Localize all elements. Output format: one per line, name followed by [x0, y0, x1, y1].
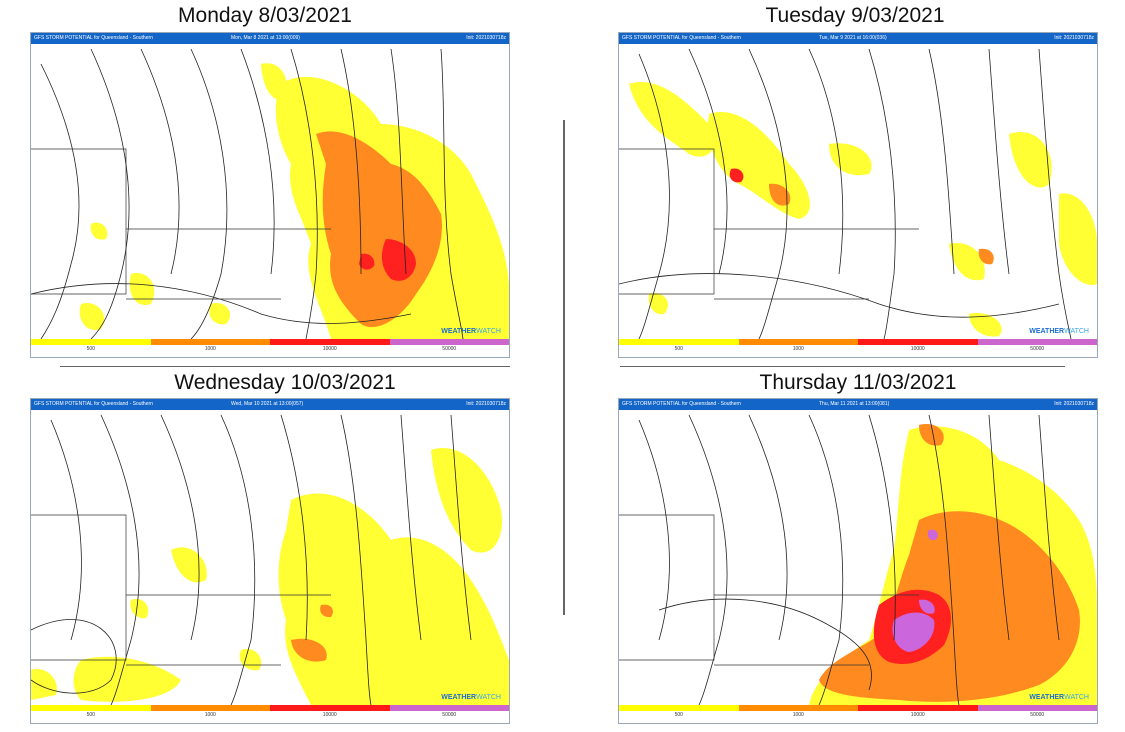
- legend-color-bar: [31, 705, 509, 711]
- legend-tick: 10000: [910, 346, 925, 352]
- forecast-panel-thursday: GFS STORM POTENTIAL for Queensland - Sou…: [618, 398, 1098, 724]
- legend: 500 1000 10000 50000: [31, 705, 509, 723]
- day-title-tuesday: Tuesday 9/03/2021: [765, 4, 945, 27]
- legend: 500 1000 10000 50000: [31, 339, 509, 357]
- storm-potential-map: [619, 414, 1097, 705]
- legend: 500 1000 10000 50000: [619, 705, 1097, 723]
- header-right-text: Init: 2021030718z: [1054, 35, 1094, 41]
- day-title-wednesday: Wednesday 10/03/2021: [174, 371, 396, 394]
- legend-tick: 10000: [910, 712, 925, 718]
- weatherwatch-logo: WEATHERWATCH: [441, 694, 501, 701]
- legend: 500 1000 10000 50000: [619, 339, 1097, 357]
- legend-tick: 50000: [1030, 346, 1045, 352]
- legend-color-bar: [31, 339, 509, 345]
- legend-tick: 1000: [792, 346, 804, 352]
- storm-potential-map: [31, 414, 509, 705]
- legend-tick: 500: [674, 712, 683, 718]
- header-right-text: Init: 2021030718z: [466, 35, 506, 41]
- horizontal-divider-left: [60, 366, 510, 367]
- forecast-panel-wednesday: GFS STORM POTENTIAL for Queensland - Sou…: [30, 398, 510, 724]
- weatherwatch-logo: WEATHERWATCH: [1029, 328, 1089, 335]
- vertical-divider: [563, 120, 565, 615]
- panel-header: GFS STORM POTENTIAL for Queensland - Sou…: [31, 33, 509, 44]
- storm-potential-map: [619, 48, 1097, 339]
- header-center-text: Mon, Mar 8 2021 at 13:00(009): [231, 35, 300, 41]
- legend-tick: 1000: [792, 712, 804, 718]
- forecast-panel-monday: GFS STORM POTENTIAL for Queensland - Sou…: [30, 32, 510, 358]
- day-title-thursday: Thursday 11/03/2021: [759, 371, 957, 394]
- legend-tick: 50000: [442, 712, 457, 718]
- horizontal-divider-right: [620, 366, 1065, 367]
- header-center-text: Wed, Mar 10 2021 at 13:00(057): [231, 401, 304, 407]
- header-right-text: Init: 2021030718z: [466, 401, 506, 407]
- legend-color-bar: [619, 705, 1097, 711]
- legend-tick: 500: [86, 712, 95, 718]
- legend-tick: 10000: [322, 712, 337, 718]
- legend-tick: 1000: [204, 346, 216, 352]
- weatherwatch-logo: WEATHERWATCH: [441, 328, 501, 335]
- legend-tick: 50000: [442, 346, 457, 352]
- panel-header: GFS STORM POTENTIAL for Queensland - Sou…: [619, 33, 1097, 44]
- legend-tick: 1000: [204, 712, 216, 718]
- storm-potential-map: [31, 48, 509, 339]
- legend-tick: 50000: [1030, 712, 1045, 718]
- header-left-text: GFS STORM POTENTIAL for Queensland - Sou…: [622, 35, 741, 41]
- header-left-text: GFS STORM POTENTIAL for Queensland - Sou…: [34, 401, 153, 407]
- header-center-text: Tue, Mar 9 2021 at 16:00(036): [819, 35, 887, 41]
- header-center-text: Thu, Mar 11 2021 at 13:00(081): [819, 401, 890, 407]
- legend-tick: 500: [674, 346, 683, 352]
- legend-tick: 10000: [322, 346, 337, 352]
- header-right-text: Init: 2021030718z: [1054, 401, 1094, 407]
- weatherwatch-logo: WEATHERWATCH: [1029, 694, 1089, 701]
- panel-header: GFS STORM POTENTIAL for Queensland - Sou…: [619, 399, 1097, 410]
- day-title-monday: Monday 8/03/2021: [178, 4, 352, 27]
- header-left-text: GFS STORM POTENTIAL for Queensland - Sou…: [34, 35, 153, 41]
- header-left-text: GFS STORM POTENTIAL for Queensland - Sou…: [622, 401, 741, 407]
- forecast-panel-tuesday: GFS STORM POTENTIAL for Queensland - Sou…: [618, 32, 1098, 358]
- legend-tick: 500: [86, 346, 95, 352]
- legend-color-bar: [619, 339, 1097, 345]
- panel-header: GFS STORM POTENTIAL for Queensland - Sou…: [31, 399, 509, 410]
